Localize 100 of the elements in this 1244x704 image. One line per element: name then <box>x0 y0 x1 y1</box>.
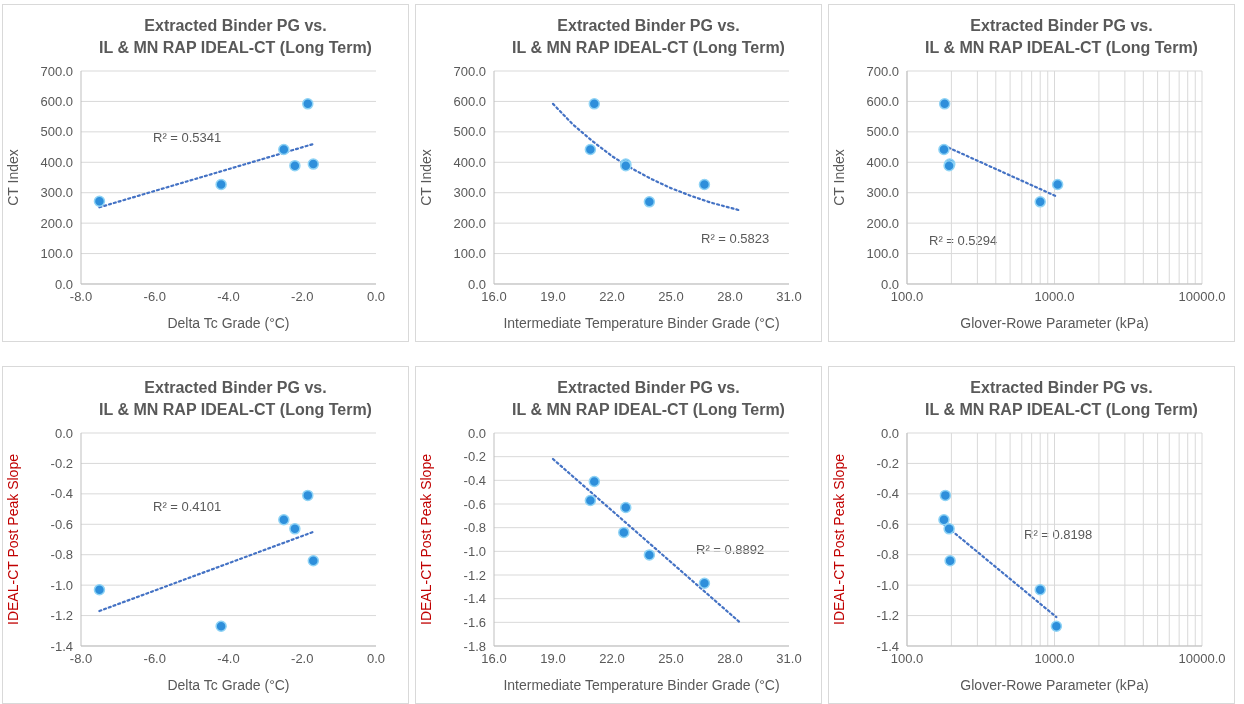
y-tick-label: -1.6 <box>463 614 486 630</box>
x-tick-label: -2.0 <box>291 289 314 305</box>
y-tick-label: -1.0 <box>876 577 899 593</box>
annotation: R² = 0.5341 <box>153 130 222 145</box>
y-tick-label: 0.0 <box>467 276 486 292</box>
y-tick-label: -1.4 <box>463 591 486 607</box>
y-tick-label: 0.0 <box>880 276 899 292</box>
x-tick-label: -8.0 <box>69 289 93 305</box>
y-tick-label: -0.8 <box>50 547 73 563</box>
x-tick-label: -8.0 <box>69 651 93 667</box>
y-tick-label: -0.8 <box>876 547 899 563</box>
y-tick-label: 600.0 <box>40 94 73 110</box>
y-tick-label: -0.4 <box>876 486 899 502</box>
y-axis-title: CT Index <box>830 149 847 206</box>
y-tick-label: -1.0 <box>50 577 73 593</box>
x-tick-label: -6.0 <box>143 651 166 667</box>
x-tick-label: 16.0 <box>481 651 507 667</box>
x-tick-label: 0.0 <box>366 289 386 305</box>
x-tick-label: 0.0 <box>366 651 386 667</box>
annotation: R² = 0.4101 <box>153 499 222 514</box>
y-tick-label: -0.2 <box>50 456 73 472</box>
x-tick-label: 1000.0 <box>1034 651 1075 667</box>
x-tick-label: 22.0 <box>599 289 625 305</box>
y-axis-title: IDEAL-CT Post Peak Slope <box>417 453 434 625</box>
y-tick-label: -1.2 <box>463 567 486 583</box>
y-tick-label: 400.0 <box>453 154 486 170</box>
annotation: R² = 0.8198 <box>1024 527 1093 542</box>
y-tick-label: -1.8 <box>463 638 486 654</box>
x-tick-label: 16.0 <box>481 289 507 305</box>
y-tick-label: -0.2 <box>463 449 486 465</box>
y-tick-label: 500.0 <box>866 124 899 140</box>
x-tick-label: -2.0 <box>291 651 314 667</box>
chart-title: Extracted Binder PG vs. IL & MN RAP IDEAL-CT (Long Term) <box>924 378 1199 420</box>
y-tick-label: 500.0 <box>453 124 486 140</box>
y-tick-label: -1.2 <box>50 608 73 624</box>
x-tick-label: 31.0 <box>776 289 802 305</box>
x-tick-label: 22.0 <box>599 651 625 667</box>
y-axis-title: CT Index <box>417 149 434 206</box>
y-tick-label: -0.6 <box>50 516 73 532</box>
y-tick-label: 0.0 <box>880 425 899 441</box>
y-tick-label: 200.0 <box>40 215 73 231</box>
x-tick-label: 31.0 <box>776 651 802 667</box>
x-tick-label: 1000.0 <box>1034 289 1075 305</box>
y-tick-label: 100.0 <box>453 246 486 262</box>
y-tick-label: -0.6 <box>876 516 899 532</box>
x-axis-title: Intermediate Temperature Binder Grade (°C) <box>503 315 780 331</box>
annotation: R² = 0.8892 <box>696 542 765 557</box>
x-tick-label: 10000.0 <box>1178 289 1226 305</box>
x-axis-title: Glover-Rowe Parameter (kPa) <box>960 315 1149 331</box>
x-tick-label: 10000.0 <box>1178 651 1226 667</box>
chart-title: Extracted Binder PG vs. IL & MN RAP IDEAL-CT (Long Term) <box>511 378 786 420</box>
x-tick-label: 25.0 <box>658 651 684 667</box>
x-tick-label: 25.0 <box>658 289 684 305</box>
annotation: R² = 0.5294 <box>929 233 998 248</box>
y-tick-label: -0.8 <box>463 520 486 536</box>
y-tick-label: -0.4 <box>50 486 73 502</box>
y-tick-label: 100.0 <box>40 246 73 262</box>
y-tick-label: -0.6 <box>463 496 486 512</box>
y-tick-label: 200.0 <box>866 215 899 231</box>
x-tick-label: 19.0 <box>540 651 566 667</box>
y-tick-label: -1.4 <box>876 638 899 654</box>
x-tick-label: 28.0 <box>717 289 743 305</box>
x-axis-title: Intermediate Temperature Binder Grade (°C) <box>503 677 780 693</box>
x-axis-title: Delta Tc Grade (°C) <box>167 315 290 331</box>
x-tick-label: 19.0 <box>540 289 566 305</box>
y-tick-label: 700.0 <box>866 63 899 79</box>
chart-title: Extracted Binder PG vs. IL & MN RAP IDEAL-CT (Long Term) <box>98 378 373 420</box>
x-tick-label: 28.0 <box>717 651 743 667</box>
y-axis-title: IDEAL-CT Post Peak Slope <box>830 453 847 625</box>
chart-title: Extracted Binder PG vs. IL & MN RAP IDEAL-CT (Long Term) <box>511 16 786 58</box>
y-tick-label: 400.0 <box>40 154 73 170</box>
y-tick-label: 0.0 <box>467 425 486 441</box>
y-tick-label: 200.0 <box>453 215 486 231</box>
x-tick-label: 100.0 <box>890 289 924 305</box>
chart-title: Extracted Binder PG vs. IL & MN RAP IDEAL-CT (Long Term) <box>98 16 373 58</box>
y-tick-label: -0.2 <box>876 456 899 472</box>
chart-title: Extracted Binder PG vs. IL & MN RAP IDEAL-CT (Long Term) <box>924 16 1199 58</box>
y-tick-label: 700.0 <box>40 63 73 79</box>
x-axis-title: Glover-Rowe Parameter (kPa) <box>960 677 1149 693</box>
y-tick-label: 0.0 <box>54 425 73 441</box>
y-tick-label: -0.4 <box>463 472 486 488</box>
annotation: R² = 0.5823 <box>701 231 770 246</box>
y-tick-label: -1.4 <box>50 638 73 654</box>
x-axis-title: Delta Tc Grade (°C) <box>167 677 290 693</box>
y-tick-label: 500.0 <box>40 124 73 140</box>
x-tick-label: 100.0 <box>890 651 924 667</box>
y-tick-label: -1.0 <box>463 543 486 559</box>
y-tick-label: 300.0 <box>866 185 899 201</box>
y-tick-label: 400.0 <box>866 154 899 170</box>
y-tick-label: 300.0 <box>453 185 486 201</box>
x-tick-label: -4.0 <box>217 651 240 667</box>
y-tick-label: 700.0 <box>453 63 486 79</box>
y-axis-title: IDEAL-CT Post Peak Slope <box>4 453 21 625</box>
y-tick-label: 600.0 <box>866 94 899 110</box>
y-tick-label: 0.0 <box>54 276 73 292</box>
x-tick-label: -6.0 <box>143 289 166 305</box>
y-axis-title: CT Index <box>4 149 21 206</box>
y-tick-label: -1.2 <box>876 608 899 624</box>
x-tick-label: -4.0 <box>217 289 240 305</box>
y-tick-label: 300.0 <box>40 185 73 201</box>
